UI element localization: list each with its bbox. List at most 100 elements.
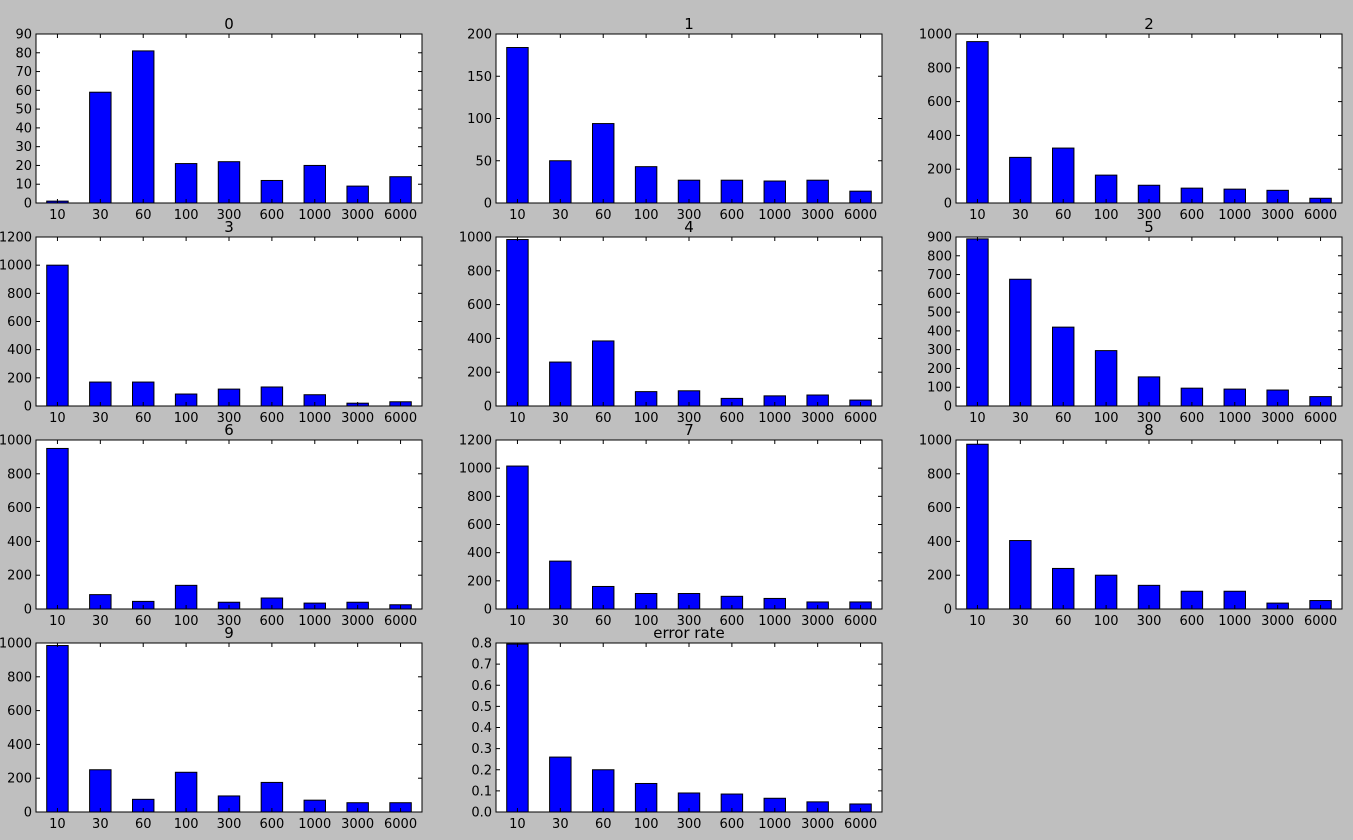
xtick-label: 6000 bbox=[384, 614, 417, 629]
xtick-label: 600 bbox=[719, 817, 744, 832]
bar-10 bbox=[46, 447, 69, 610]
bar-100 bbox=[634, 166, 658, 204]
ytick-label: 200 bbox=[7, 772, 32, 787]
ytick-label: 200 bbox=[7, 569, 32, 584]
bar-30 bbox=[1009, 540, 1032, 610]
ytick-label: 0.0 bbox=[471, 806, 492, 821]
subplot-title: 7 bbox=[684, 421, 694, 439]
bar-60 bbox=[1052, 326, 1075, 407]
ytick-label: 150 bbox=[467, 70, 492, 85]
ytick-label: 600 bbox=[927, 287, 952, 302]
ytick-label: 0 bbox=[24, 400, 32, 415]
ytick-label: 1000 bbox=[0, 434, 32, 449]
subplot-title: 3 bbox=[224, 218, 234, 236]
ytick-label: 0.6 bbox=[471, 679, 492, 694]
ytick-label: 30 bbox=[15, 140, 32, 155]
ytick-label: 80 bbox=[15, 46, 32, 61]
ytick-label: 0.4 bbox=[471, 721, 492, 736]
ytick-label: 0 bbox=[944, 197, 952, 212]
xtick-label: 60 bbox=[1055, 614, 1072, 629]
bar-10 bbox=[966, 41, 989, 204]
ytick-label: 800 bbox=[467, 264, 492, 279]
ytick-label: 70 bbox=[15, 65, 32, 80]
xtick-label: 300 bbox=[1137, 208, 1162, 223]
xtick-label: 600 bbox=[1179, 411, 1204, 426]
bar-30 bbox=[549, 756, 572, 813]
xtick-label: 100 bbox=[1094, 411, 1119, 426]
ytick-label: 400 bbox=[7, 535, 32, 550]
bar-300 bbox=[217, 161, 241, 204]
ytick-label: 800 bbox=[927, 61, 952, 76]
bar-60 bbox=[592, 340, 615, 407]
xtick-label: 3000 bbox=[801, 614, 834, 629]
ytick-label: 0.5 bbox=[471, 700, 492, 715]
xtick-label: 6000 bbox=[844, 614, 877, 629]
ytick-label: 0.3 bbox=[471, 742, 492, 757]
ytick-label: 200 bbox=[467, 574, 492, 589]
xtick-label: 300 bbox=[1137, 614, 1162, 629]
bar-100 bbox=[174, 163, 198, 204]
xtick-label: 600 bbox=[719, 411, 744, 426]
xtick-label: 100 bbox=[174, 208, 199, 223]
ytick-label: 0 bbox=[24, 603, 32, 618]
xtick-label: 3000 bbox=[801, 208, 834, 223]
xtick-label: 6000 bbox=[1304, 614, 1337, 629]
ytick-label: 400 bbox=[7, 738, 32, 753]
xtick-label: 10 bbox=[969, 411, 986, 426]
xtick-label: 600 bbox=[1179, 208, 1204, 223]
xtick-label: 60 bbox=[595, 208, 612, 223]
bar-1000 bbox=[303, 164, 326, 204]
xtick-label: 6000 bbox=[844, 208, 877, 223]
xtick-label: 6000 bbox=[384, 208, 417, 223]
ytick-label: 400 bbox=[467, 332, 492, 347]
subplot-8: 0 200 400 600 800 1000 10 30 60 100 300 600 1000 3000… bbox=[919, 421, 1343, 629]
ytick-label: 10 bbox=[15, 178, 32, 193]
xtick-label: 3000 bbox=[341, 817, 374, 832]
xtick-label: 100 bbox=[1094, 614, 1119, 629]
xtick-label: 600 bbox=[1179, 614, 1204, 629]
xtick-label: 1000 bbox=[758, 411, 791, 426]
ytick-label: 300 bbox=[927, 343, 952, 358]
xtick-label: 100 bbox=[174, 817, 199, 832]
subplot-10: 0.0 0.1 0.2 0.3 0.4 0.5 0.6 0.7 0.8 10 30 60 100 300 6… bbox=[471, 624, 883, 832]
xtick-label: 30 bbox=[92, 411, 109, 426]
ytick-label: 600 bbox=[7, 501, 32, 516]
xtick-label: 600 bbox=[719, 614, 744, 629]
xtick-label: 3000 bbox=[341, 411, 374, 426]
bar-100 bbox=[174, 771, 198, 813]
xtick-label: 30 bbox=[552, 411, 569, 426]
ytick-label: 1000 bbox=[459, 231, 492, 246]
plot-area bbox=[36, 237, 422, 406]
xtick-label: 300 bbox=[677, 208, 702, 223]
ytick-label: 600 bbox=[7, 704, 32, 719]
xtick-label: 300 bbox=[677, 411, 702, 426]
subplot-3: 0 200 400 600 800 1000 1200 10 30 60 100 300 600 1000… bbox=[0, 218, 423, 426]
subplot-4: 0 200 400 600 800 1000 10 30 60 100 300 600 1000 3000… bbox=[459, 218, 883, 426]
xtick-label: 3000 bbox=[1261, 614, 1294, 629]
ytick-label: 100 bbox=[927, 381, 952, 396]
subplot-title: 2 bbox=[1144, 15, 1154, 33]
xtick-label: 1000 bbox=[1218, 411, 1251, 426]
bar-600 bbox=[260, 781, 284, 813]
ytick-label: 0 bbox=[944, 603, 952, 618]
xtick-label: 30 bbox=[552, 614, 569, 629]
xtick-label: 10 bbox=[49, 411, 66, 426]
xtick-label: 10 bbox=[49, 817, 66, 832]
subplot-9: 0 200 400 600 800 1000 10 30 60 100 300 600 1000 3000… bbox=[0, 624, 423, 832]
ytick-label: 60 bbox=[15, 84, 32, 99]
xtick-label: 1000 bbox=[298, 208, 331, 223]
ytick-label: 600 bbox=[7, 315, 32, 330]
xtick-label: 6000 bbox=[844, 411, 877, 426]
xtick-label: 60 bbox=[1055, 411, 1072, 426]
ytick-label: 0 bbox=[944, 400, 952, 415]
xtick-label: 3000 bbox=[801, 411, 834, 426]
xtick-label: 1000 bbox=[298, 817, 331, 832]
ytick-label: 600 bbox=[927, 501, 952, 516]
subplot-6: 0 200 400 600 800 1000 10 30 60 100 300 600 1000 3000… bbox=[0, 421, 423, 629]
ytick-label: 600 bbox=[927, 95, 952, 110]
xtick-label: 600 bbox=[259, 411, 284, 426]
xtick-label: 1000 bbox=[298, 411, 331, 426]
bar-10 bbox=[506, 465, 529, 610]
xtick-label: 300 bbox=[217, 411, 242, 426]
ytick-label: 400 bbox=[927, 535, 952, 550]
